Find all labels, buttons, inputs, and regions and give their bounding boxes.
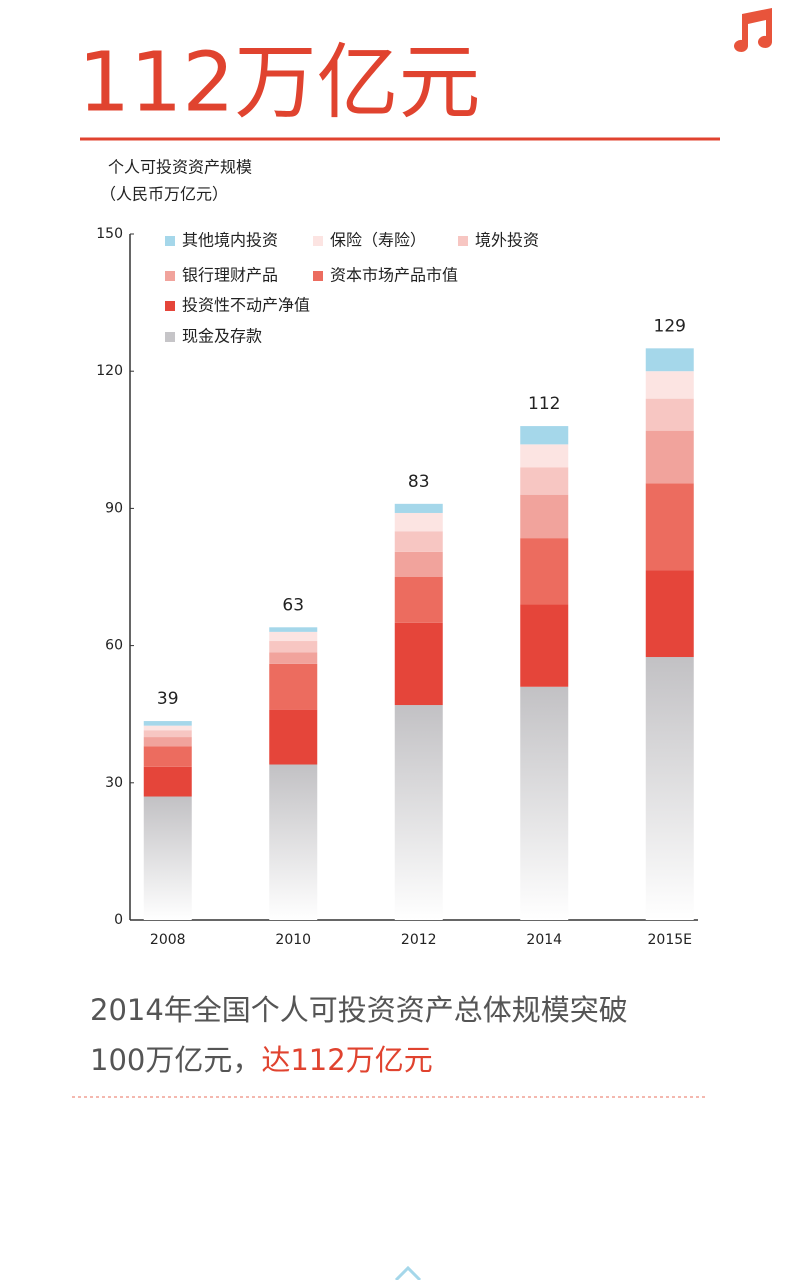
y-axis-title: 个人可投资资产规模 (108, 158, 252, 177)
bar-segment (143, 746, 192, 767)
bar-segment (394, 705, 443, 920)
legend-label: 银行理财产品 (182, 266, 278, 285)
legend-swatch (165, 271, 175, 281)
bar-segment (520, 686, 569, 920)
bar-segment (520, 494, 569, 539)
legend-label: 资本市场产品市值 (330, 266, 458, 285)
y-tick-label: 60 (105, 638, 123, 654)
bar-segment (645, 398, 694, 431)
bar-segment (520, 604, 569, 687)
legend-swatch (458, 236, 468, 246)
total-label: 39 (157, 689, 179, 709)
legend-label: 境外投资 (475, 231, 539, 250)
bar-segment (520, 444, 569, 468)
legend-swatch (165, 332, 175, 342)
music-note[interactable] (734, 8, 772, 52)
caption-line1: 2014年全国个人可投资资产总体规模突破 (90, 993, 628, 1027)
total-label: 112 (528, 394, 560, 414)
legend-label: 保险（寿险） (330, 231, 426, 250)
bar-segment (394, 512, 443, 532)
legend-swatch (165, 236, 175, 246)
y-tick-label: 120 (96, 363, 123, 379)
scroll-hint[interactable] (394, 1265, 422, 1282)
bar-segment (645, 430, 694, 484)
bar-segment (269, 652, 318, 664)
y-axis-unit: （人民币万亿元） (100, 185, 228, 204)
x-tick-label: 2010 (275, 932, 311, 948)
bar-segment (645, 371, 694, 399)
x-tick-label: 2008 (150, 932, 186, 948)
bar-segment (394, 531, 443, 552)
caption-line2-text: 100万亿元， (90, 1043, 261, 1077)
bar-segment (143, 737, 192, 747)
legend-swatch (313, 236, 323, 246)
legend-label: 其他境内投资 (182, 231, 278, 250)
bar-segment (269, 709, 318, 765)
x-tick-label: 2012 (401, 932, 437, 948)
bar-segment (269, 663, 318, 710)
bar-segment (645, 483, 694, 571)
bar-segment (143, 725, 192, 731)
bar-segment (269, 627, 318, 632)
bar-segment (645, 348, 694, 372)
bar-segment (645, 657, 694, 920)
y-tick-label: 150 (96, 226, 123, 242)
total-label: 129 (654, 316, 686, 336)
legend-label: 投资性不动产净值 (182, 296, 310, 315)
bar-segment (645, 570, 694, 658)
bar-segment (520, 538, 569, 605)
bar-segment (143, 730, 192, 738)
bar-segment (143, 796, 192, 920)
y-tick-label: 30 (105, 775, 123, 791)
total-label: 63 (282, 595, 304, 615)
headline: 112万亿元 (78, 35, 481, 130)
bar-segment (520, 467, 569, 495)
y-tick-label: 90 (105, 500, 123, 516)
bar-segment (394, 622, 443, 706)
bar-segment (394, 551, 443, 577)
caption-highlight: 达112万亿元 (261, 1043, 432, 1077)
bar-segment (143, 766, 192, 797)
bar-segment (269, 631, 318, 642)
total-label: 83 (408, 472, 430, 492)
legend-swatch (313, 271, 323, 281)
legend-swatch (165, 301, 175, 311)
legend-label: 现金及存款 (182, 327, 262, 346)
bar-segment (520, 426, 569, 445)
bar-segment (143, 721, 192, 726)
y-tick-label: 0 (114, 912, 123, 928)
music-icon[interactable] (734, 8, 772, 52)
x-tick-label: 2014 (526, 932, 562, 948)
x-tick-label: 2015E (648, 932, 692, 948)
bar-segment (269, 641, 318, 653)
bar-segment (394, 503, 443, 513)
caption-line2: 100万亿元，达112万亿元 (90, 1043, 433, 1077)
bar-segment (394, 577, 443, 623)
bar-segment (269, 764, 318, 920)
